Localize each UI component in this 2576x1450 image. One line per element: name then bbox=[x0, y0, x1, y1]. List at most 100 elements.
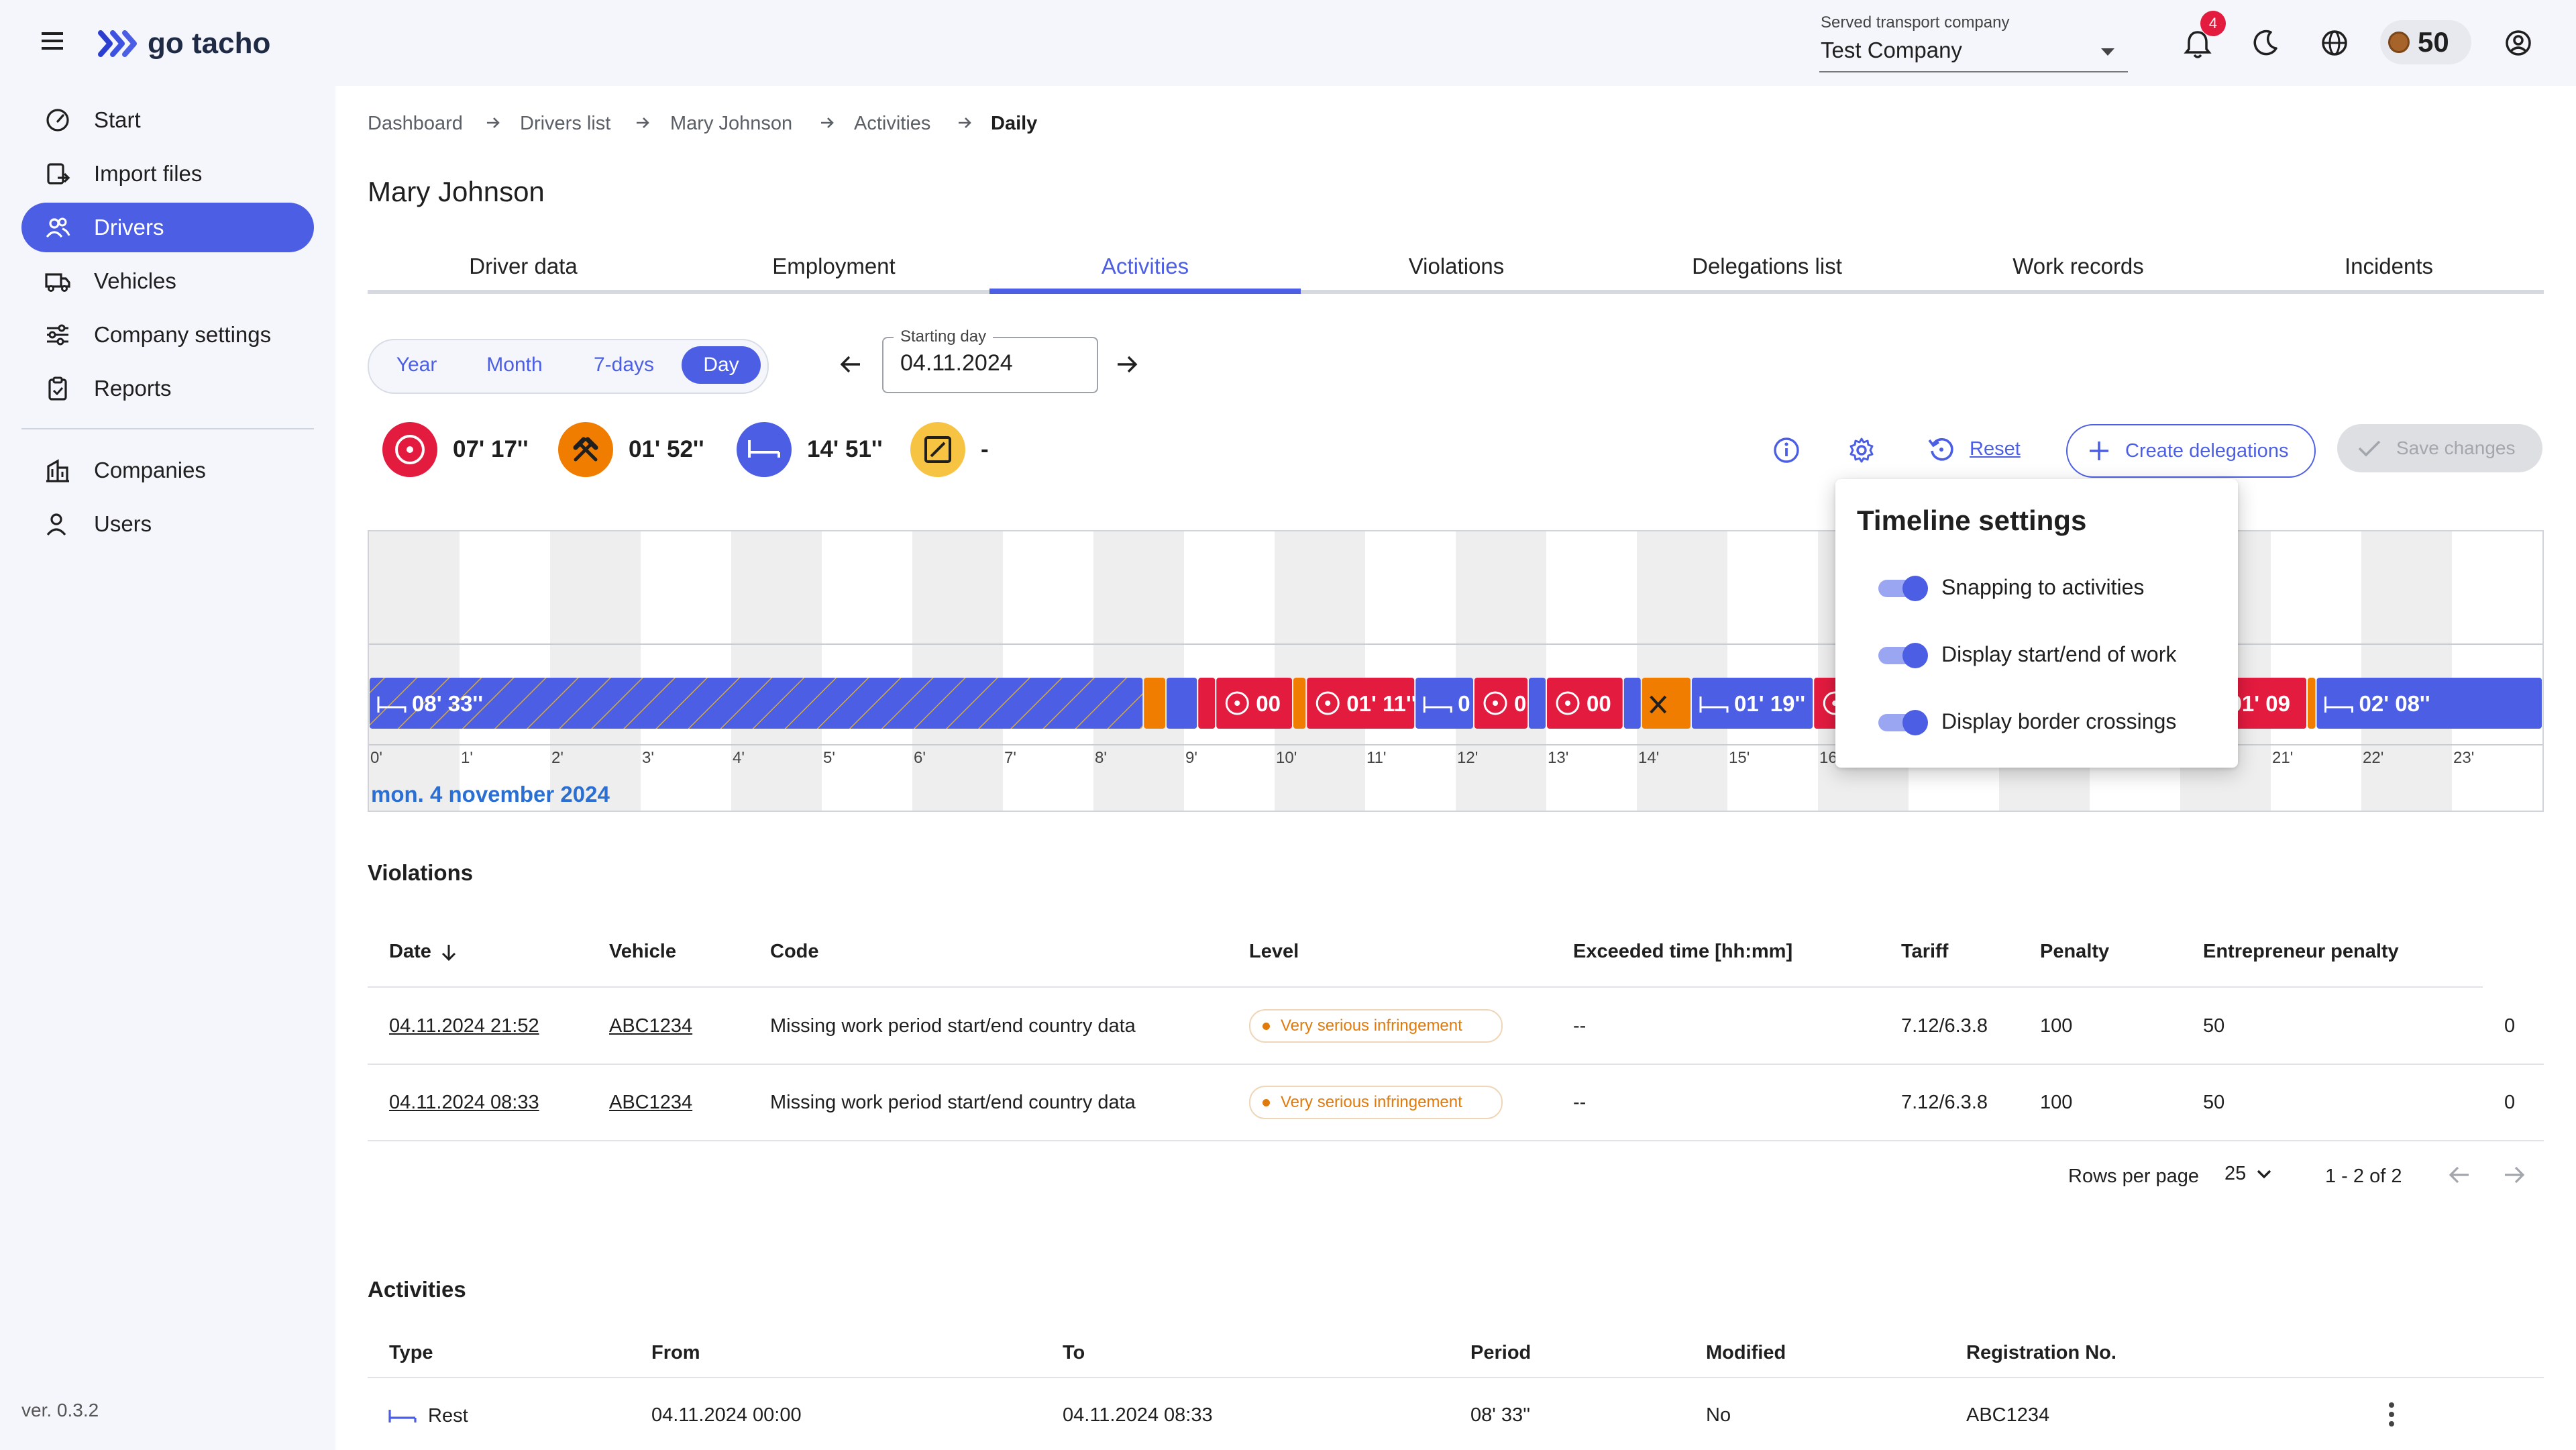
reset-icon[interactable] bbox=[1927, 435, 1956, 464]
save-changes-label: Save changes bbox=[2396, 437, 2516, 458]
create-delegations-button[interactable]: Create delegations bbox=[2066, 424, 2316, 478]
dark-mode-toggle[interactable] bbox=[2251, 28, 2280, 58]
timeline-segment-rest[interactable] bbox=[1529, 678, 1546, 729]
sidebar-item-import-files[interactable]: Import files bbox=[21, 149, 314, 199]
save-changes-button[interactable]: Save changes bbox=[2337, 424, 2542, 472]
sidebar-item-company-settings[interactable]: Company settings bbox=[21, 310, 314, 360]
timeline-segment-label: 01' 09 bbox=[2230, 691, 2290, 716]
sidebar-item-vehicles[interactable]: Vehicles bbox=[21, 256, 314, 306]
display-start-end-toggle[interactable] bbox=[1878, 643, 1928, 668]
arrow-right-icon bbox=[959, 117, 971, 128]
timeline-segment-driving[interactable]: 00 bbox=[1216, 678, 1292, 729]
timeline-segment-driving[interactable]: 01' 11'' bbox=[1307, 678, 1417, 729]
coins-chip[interactable]: 50 bbox=[2380, 20, 2471, 64]
timeline-hour-band bbox=[641, 531, 731, 811]
sidebar-item-drivers[interactable]: Drivers bbox=[21, 203, 314, 252]
range-month-button[interactable]: Month bbox=[486, 354, 543, 376]
tab-active-indicator bbox=[989, 289, 1301, 294]
border-crossings-toggle[interactable] bbox=[1878, 710, 1928, 735]
range-day-button[interactable]: Day bbox=[682, 346, 761, 384]
timeline-segment-label: 0 bbox=[1514, 691, 1526, 716]
breadcrumb-dashboard[interactable]: Dashboard bbox=[368, 113, 463, 134]
violation-date-link[interactable]: 04.11.2024 08:33 bbox=[389, 1092, 539, 1113]
check-icon bbox=[2358, 440, 2381, 457]
previous-page-button[interactable] bbox=[2447, 1163, 2471, 1186]
tab-driver-data[interactable]: Driver data bbox=[469, 254, 578, 278]
timeline-segment-rest[interactable]: 02' 08'' bbox=[2316, 678, 2542, 729]
previous-day-button[interactable] bbox=[839, 353, 863, 376]
steering-wheel-icon bbox=[395, 435, 425, 464]
timeline-segment-rest[interactable] bbox=[1167, 678, 1197, 729]
tab-delegations-list[interactable]: Delegations list bbox=[1692, 254, 1842, 278]
timeline-segment-rest[interactable]: 01' 19'' bbox=[1692, 678, 1813, 729]
penalty: 100 bbox=[2040, 1092, 2073, 1113]
availability-stat-value: - bbox=[981, 436, 989, 462]
import-icon bbox=[42, 158, 74, 190]
violation-date-link[interactable]: 04.11.2024 21:52 bbox=[389, 1015, 539, 1037]
entrepreneur-penalty: 50 bbox=[2203, 1015, 2225, 1037]
users-icon bbox=[42, 211, 74, 244]
bed-icon bbox=[388, 1409, 417, 1422]
row-menu-button[interactable] bbox=[2383, 1400, 2400, 1429]
logo[interactable]: go tacho bbox=[98, 27, 270, 60]
sidebar-item-label: Import files bbox=[94, 161, 203, 186]
moon-icon bbox=[2253, 30, 2277, 56]
timeline-segment-rest[interactable] bbox=[1623, 678, 1641, 729]
timeline-segment-driving[interactable]: 00 bbox=[1547, 678, 1623, 729]
timeline-segment-label: 08' 33'' bbox=[412, 691, 483, 716]
activity-type-label: Rest bbox=[428, 1405, 468, 1427]
tab-violations[interactable]: Violations bbox=[1408, 254, 1505, 278]
timeline-hour-band bbox=[1546, 531, 1637, 811]
range-year-button[interactable]: Year bbox=[396, 354, 437, 376]
bell-icon bbox=[2184, 31, 2212, 58]
notifications-button[interactable]: 4 bbox=[2180, 11, 2226, 60]
tabs-underline bbox=[368, 290, 2544, 294]
timeline-segment-label: 0 bbox=[1458, 691, 1470, 716]
range-7days-button[interactable]: 7-days bbox=[593, 354, 655, 376]
account-button[interactable] bbox=[2504, 28, 2533, 58]
breadcrumb-activities[interactable]: Activities bbox=[854, 113, 931, 134]
tab-employment[interactable]: Employment bbox=[772, 254, 896, 278]
reset-button[interactable]: Reset bbox=[1970, 438, 2021, 460]
tab-work-records[interactable]: Work records bbox=[2012, 254, 2144, 278]
language-button[interactable] bbox=[2320, 28, 2349, 58]
sidebar-item-companies[interactable]: Companies bbox=[21, 446, 314, 495]
next-day-button[interactable] bbox=[1115, 353, 1139, 376]
row-divider bbox=[368, 1064, 2544, 1065]
info-button[interactable] bbox=[1772, 436, 1801, 464]
tab-incidents[interactable]: Incidents bbox=[2344, 254, 2434, 278]
timeline-hour-label: 11' bbox=[1366, 749, 1387, 767]
breadcrumb-driver[interactable]: Mary Johnson bbox=[670, 113, 793, 134]
timeline-hour-band bbox=[2452, 531, 2542, 811]
popup-title: Timeline settings bbox=[1857, 505, 2087, 536]
sidebar-item-start[interactable]: Start bbox=[21, 95, 314, 145]
timeline-segment-driving[interactable]: 0 bbox=[1474, 678, 1527, 729]
menu-icon[interactable] bbox=[42, 31, 66, 51]
breadcrumb-drivers-list[interactable]: Drivers list bbox=[520, 113, 611, 134]
truck-icon bbox=[42, 265, 74, 297]
col-date[interactable]: Date bbox=[389, 941, 458, 963]
timeline-settings-button[interactable] bbox=[1847, 436, 1876, 464]
vehicle-link[interactable]: ABC1234 bbox=[609, 1015, 693, 1037]
timeline-segment-work[interactable] bbox=[1642, 678, 1690, 729]
timeline-segment-rest[interactable]: 0 bbox=[1415, 678, 1473, 729]
work-stat-value: 01' 52'' bbox=[629, 436, 704, 462]
timeline-hour-label: 3' bbox=[642, 749, 654, 767]
timeline-segment-driving[interactable] bbox=[1198, 678, 1216, 729]
rows-per-page-select[interactable]: 25 bbox=[2224, 1163, 2273, 1185]
company-select[interactable]: Test Company bbox=[1819, 34, 2128, 72]
sidebar-item-users[interactable]: Users bbox=[21, 499, 314, 549]
timeline-segment-work[interactable] bbox=[1293, 678, 1306, 729]
timeline-hour-band bbox=[2361, 531, 2452, 811]
clipboard-icon bbox=[42, 372, 74, 405]
sidebar-item-reports[interactable]: Reports bbox=[21, 364, 314, 413]
snapping-toggle[interactable] bbox=[1878, 576, 1928, 601]
display-start-end-label: Display start/end of work bbox=[1941, 642, 2177, 666]
activity-modified: No bbox=[1706, 1404, 1731, 1426]
tab-activities[interactable]: Activities bbox=[1101, 254, 1189, 278]
timeline-segment-work[interactable] bbox=[2308, 678, 2316, 729]
vehicle-link[interactable]: ABC1234 bbox=[609, 1092, 693, 1113]
next-page-button[interactable] bbox=[2502, 1163, 2526, 1186]
timeline-segment-rest[interactable]: 08' 33'' bbox=[370, 678, 1143, 729]
timeline-segment-work[interactable] bbox=[1144, 678, 1165, 729]
